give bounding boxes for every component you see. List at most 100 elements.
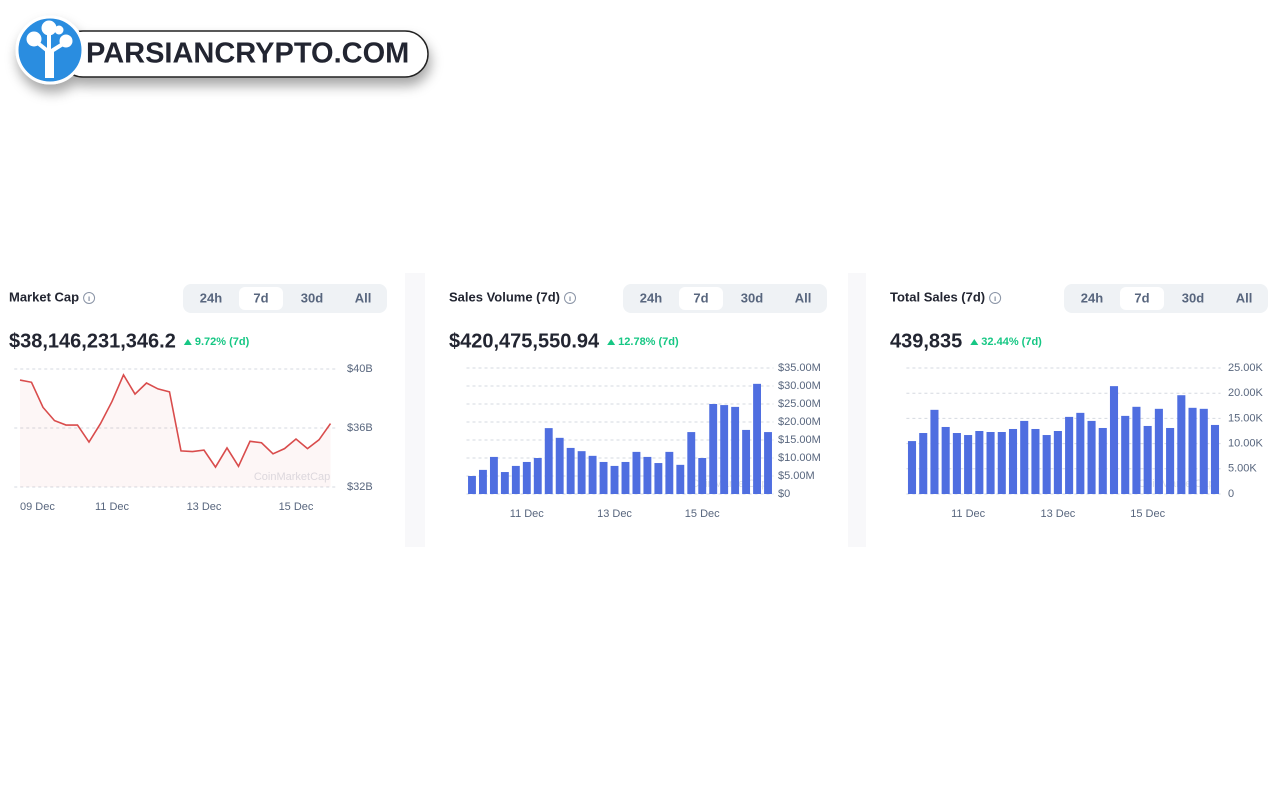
y-tick-label: $15.00M bbox=[778, 434, 821, 446]
change-arrow bbox=[183, 339, 192, 345]
y-tick-label: $40B bbox=[347, 363, 373, 375]
metric-value: $420,475,550.94 bbox=[449, 330, 600, 352]
card-separator bbox=[405, 273, 425, 547]
y-tick-label: $25.00M bbox=[778, 398, 821, 410]
info-icon bbox=[83, 292, 96, 304]
bar bbox=[941, 426, 950, 494]
metric-value: 439,835 bbox=[890, 330, 962, 352]
bar bbox=[720, 405, 729, 494]
tab[interactable]: All bbox=[1236, 290, 1253, 305]
bar bbox=[1098, 427, 1107, 494]
bar bbox=[709, 404, 718, 494]
bar bbox=[1020, 420, 1029, 494]
bar bbox=[577, 451, 586, 494]
x-tick-label: 15 Dec bbox=[685, 508, 720, 520]
bar bbox=[1132, 406, 1141, 494]
x-tick-label: 11 Dec bbox=[510, 508, 545, 520]
bar bbox=[610, 465, 619, 494]
bar bbox=[930, 409, 939, 494]
change-arrow bbox=[970, 339, 979, 345]
tab[interactable]: 24h bbox=[640, 290, 662, 305]
tab[interactable]: All bbox=[355, 290, 372, 305]
tab[interactable]: 30d bbox=[301, 290, 323, 305]
bar bbox=[687, 432, 696, 494]
bar bbox=[654, 463, 663, 494]
tab[interactable]: 7d bbox=[693, 290, 708, 305]
bar bbox=[1053, 431, 1062, 494]
bar bbox=[1076, 412, 1085, 494]
tab[interactable]: 30d bbox=[1182, 290, 1204, 305]
bar bbox=[676, 464, 685, 494]
change: 9.72% (7d) bbox=[195, 336, 250, 348]
y-tick-label: $10.00M bbox=[778, 452, 821, 464]
bar bbox=[764, 432, 772, 494]
y-tick-label: 15.00K bbox=[1228, 412, 1264, 424]
bar bbox=[1166, 427, 1175, 494]
card-separator bbox=[848, 273, 866, 547]
x-tick-label: 11 Dec bbox=[95, 501, 130, 513]
bar bbox=[1121, 415, 1130, 494]
y-tick-label: $35.00M bbox=[778, 362, 821, 374]
y-tick-label: $30.00M bbox=[778, 380, 821, 392]
bar bbox=[621, 461, 630, 494]
bar bbox=[500, 472, 509, 494]
bar bbox=[533, 458, 542, 494]
bar bbox=[964, 435, 973, 494]
card-title: Sales Volume (7d) bbox=[449, 289, 560, 304]
bar bbox=[1008, 428, 1018, 494]
y-tick-label: $32B bbox=[347, 481, 373, 493]
bar bbox=[1199, 408, 1208, 494]
bar bbox=[665, 451, 674, 494]
bar bbox=[489, 456, 498, 494]
bar bbox=[544, 428, 553, 494]
tab-bar bbox=[183, 284, 387, 313]
tab[interactable]: 7d bbox=[253, 290, 268, 305]
bar bbox=[1042, 435, 1051, 494]
bar bbox=[952, 433, 961, 494]
bar bbox=[1109, 386, 1119, 494]
bar bbox=[632, 451, 641, 494]
card-title: Total Sales (7d) bbox=[890, 289, 985, 304]
tab[interactable]: All bbox=[795, 290, 812, 305]
tab[interactable]: 7d bbox=[1134, 290, 1149, 305]
bar bbox=[588, 455, 597, 494]
bar bbox=[1210, 424, 1220, 494]
bar bbox=[907, 441, 917, 494]
y-tick-label: 20.00K bbox=[1228, 387, 1264, 399]
x-tick-label: 13 Dec bbox=[597, 508, 632, 520]
bar bbox=[1031, 428, 1040, 494]
change-arrow bbox=[607, 339, 616, 345]
info-icon bbox=[564, 292, 577, 304]
bar bbox=[1188, 407, 1197, 494]
logo-text: PARSIANCRYPTO.COM bbox=[86, 38, 409, 70]
bar bbox=[643, 456, 652, 494]
bar bbox=[986, 432, 995, 494]
bar bbox=[997, 432, 1006, 494]
y-tick-label: 0 bbox=[1228, 488, 1234, 500]
x-tick-label: 13 Dec bbox=[1040, 508, 1075, 520]
x-tick-label: 11 Dec bbox=[951, 508, 986, 520]
bar bbox=[555, 437, 564, 494]
bar bbox=[468, 476, 476, 494]
x-tick-label: 15 Dec bbox=[279, 501, 314, 513]
info-icon bbox=[989, 292, 1002, 304]
tab[interactable]: 30d bbox=[741, 290, 763, 305]
tab-selected bbox=[239, 287, 283, 310]
tab[interactable]: 24h bbox=[200, 290, 222, 305]
bar bbox=[753, 383, 762, 494]
bar bbox=[522, 461, 531, 494]
line-area bbox=[20, 374, 331, 487]
bar bbox=[1143, 425, 1152, 494]
change: 32.44% (7d) bbox=[981, 336, 1042, 348]
bar bbox=[742, 429, 751, 494]
bar bbox=[566, 447, 575, 494]
card-title: Market Cap bbox=[9, 289, 79, 304]
y-tick-label: $5.00M bbox=[778, 470, 815, 482]
bar bbox=[975, 431, 984, 494]
tab-selected bbox=[679, 287, 723, 310]
y-tick-label: $36B bbox=[347, 422, 373, 434]
tab[interactable]: 24h bbox=[1081, 290, 1103, 305]
bar bbox=[1087, 420, 1096, 494]
